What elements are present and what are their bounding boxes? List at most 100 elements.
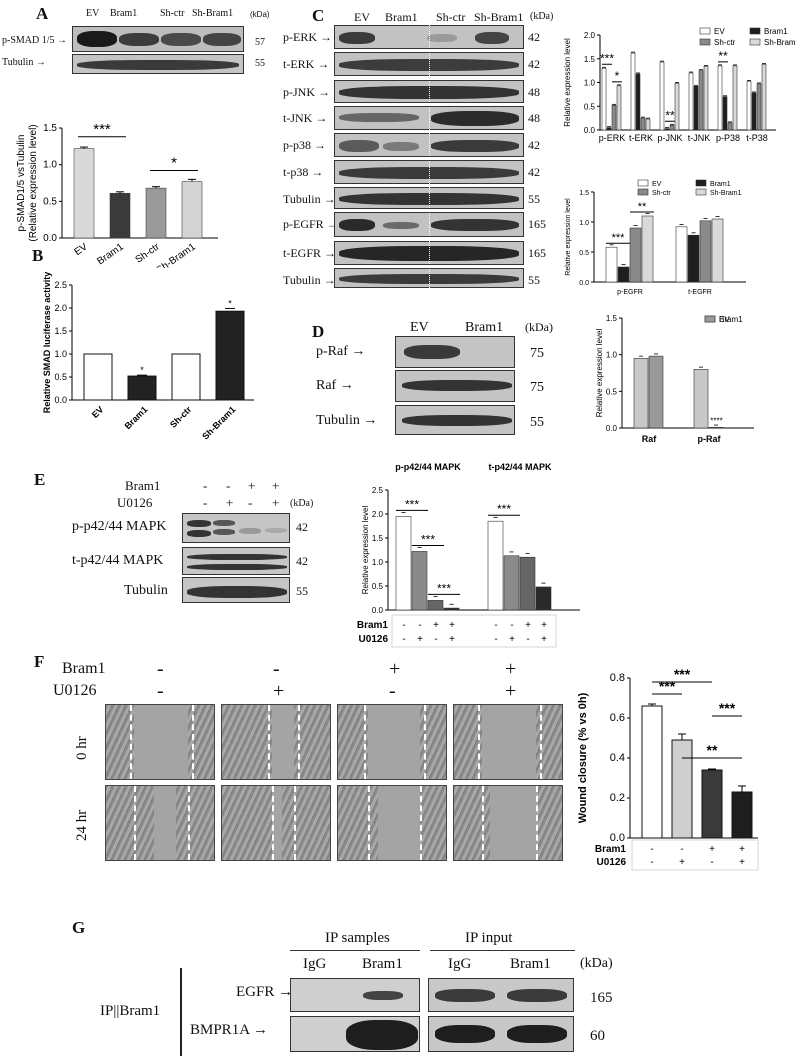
blot-row-label: Tubulin (124, 583, 168, 598)
bar (181, 181, 203, 239)
blot-strip (395, 370, 515, 402)
bar (606, 127, 612, 131)
significance-label: *** (437, 581, 451, 595)
group-label: IP input (465, 930, 513, 946)
significance-label: *** (93, 121, 111, 138)
blot-band (213, 520, 235, 526)
y-tick-label: 1.0 (372, 558, 384, 567)
time-label: 24 hr (74, 809, 90, 841)
lane-label: Bram1 (362, 956, 403, 972)
bar (635, 73, 641, 131)
panel-letter-a: A (36, 4, 49, 23)
legend-label: EV (652, 181, 662, 188)
kda-value: 75 (530, 380, 544, 395)
treatment-sign: - (526, 634, 529, 645)
y-tick-label: 0.0 (606, 424, 618, 433)
blot-band (339, 140, 379, 152)
kda-value: 60 (590, 1028, 605, 1044)
wound-gap (368, 705, 420, 779)
significance-label: * (615, 69, 620, 83)
significance-label: *** (405, 497, 419, 511)
bar (703, 66, 709, 131)
y-tick-label: 0.0 (43, 233, 57, 244)
blot-band (431, 140, 519, 152)
legend-swatch (704, 315, 716, 323)
x-tick-label: p-ERK (599, 133, 626, 143)
bar (611, 105, 617, 131)
x-tick-label: EV (90, 404, 106, 420)
lane-label: Sh-Bram1 (192, 8, 234, 19)
y-tick-label: 2.0 (584, 31, 596, 40)
y-tick-label: 2.0 (54, 303, 67, 313)
blot-band (435, 1025, 495, 1043)
bar (731, 791, 753, 839)
panel-letter-f: F (34, 652, 45, 671)
wound-edge-line (420, 786, 422, 860)
bar (698, 70, 704, 131)
blot-strip (182, 547, 290, 575)
bar (629, 227, 642, 283)
bar (83, 353, 113, 401)
kda-value: 42 (296, 520, 308, 534)
bar (727, 122, 733, 131)
y-axis-label: Relative expression level (563, 38, 572, 127)
blot-strip (182, 513, 290, 543)
wound-gap (154, 786, 176, 860)
treatment-box (631, 839, 759, 871)
blot-psmad (72, 26, 244, 52)
wound-image (453, 704, 563, 780)
treatment-sign: + (505, 658, 517, 680)
blot-strip (182, 577, 290, 603)
kda-value: 42 (528, 165, 540, 179)
treatment-sign: - (157, 658, 164, 680)
wound-image (105, 704, 215, 780)
kda-label: (kDa) (290, 498, 314, 509)
blot-band (339, 32, 375, 44)
significance-label: *** (674, 666, 691, 682)
bar (145, 187, 167, 239)
treatment-sign: + (248, 478, 256, 493)
blot-band (187, 586, 287, 598)
blot-row-label: p-SMAD 1/5 (2, 35, 67, 46)
wound-image (337, 704, 447, 780)
treatment-name: Bram1 (62, 660, 106, 677)
wound-edge-line (482, 786, 484, 860)
x-tick-label: p-JNK (657, 133, 682, 143)
y-axis-label: Relative expression level (565, 198, 572, 276)
bar (687, 234, 700, 283)
treatment-sign: - (203, 478, 208, 493)
lane-label: EV (410, 320, 429, 335)
bar (761, 64, 767, 131)
x-tick-label: t-EGFR (688, 289, 712, 296)
bar (711, 218, 724, 283)
treatment-sign: - (389, 680, 396, 702)
y-axis-label: p-SMAD1/5 vsTubulin (16, 135, 27, 232)
wound-edge-line (478, 705, 480, 779)
significance-label: ** (638, 201, 647, 213)
chart-category-title: t-p42/44 MAPK (488, 462, 552, 472)
bar (171, 353, 201, 401)
treatment-sign: + (739, 857, 745, 868)
treatment-sign: + (226, 495, 234, 510)
blot-band (213, 529, 235, 535)
blot-band (383, 222, 419, 229)
chart-category-title: p-p42/44 MAPK (395, 462, 461, 472)
y-tick-label: 0.5 (372, 582, 384, 591)
bar (630, 52, 636, 131)
kda-value: 55 (255, 58, 265, 69)
group-line (290, 950, 420, 951)
bar-mark: * (140, 365, 144, 375)
wound-gap (490, 786, 538, 860)
bar (693, 86, 699, 131)
blot-row-label: Tubulin (316, 413, 377, 429)
blot-band (187, 520, 211, 527)
bar (427, 600, 444, 611)
y-tick-label: 2.5 (372, 486, 384, 495)
wound-gap (272, 786, 282, 860)
significance-label: ** (707, 742, 718, 758)
treatment-sign: - (494, 634, 497, 645)
y-tick-label: 0.4 (610, 752, 625, 764)
bar (641, 215, 654, 283)
bar (443, 607, 460, 611)
